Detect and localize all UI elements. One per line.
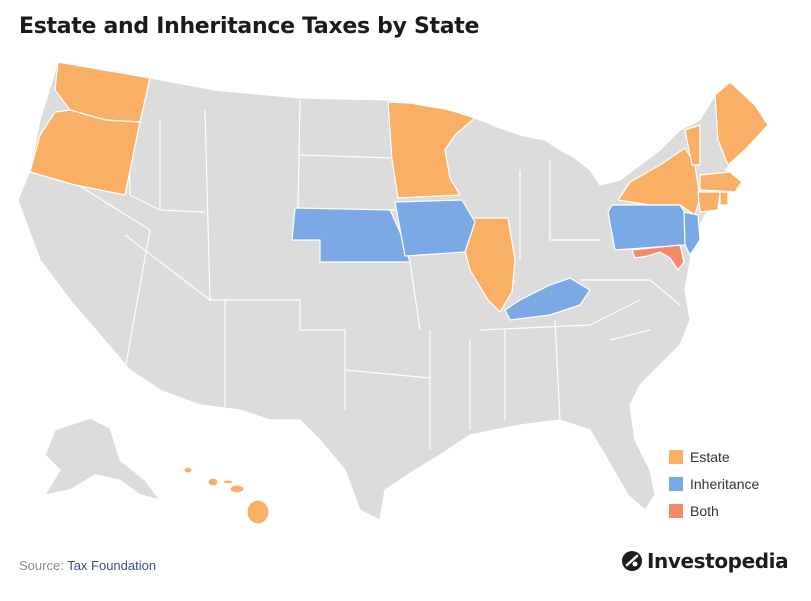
minnesota <box>387 101 476 199</box>
oregon <box>29 109 141 196</box>
massachusetts <box>699 171 743 193</box>
both-swatch <box>669 503 683 518</box>
investopedia-logo-icon <box>622 551 642 571</box>
inheritance-states <box>291 199 701 321</box>
source-note: Source: Tax Foundation <box>19 558 156 573</box>
pennsylvania <box>607 204 691 251</box>
base-states <box>17 61 769 521</box>
map-title: Estate and Inheritance Taxes by State <box>19 14 480 39</box>
maine <box>714 81 769 166</box>
alaska <box>44 417 161 501</box>
source-prefix: Source: <box>19 558 68 573</box>
both-states <box>631 244 685 271</box>
kauai <box>183 466 193 474</box>
estate-swatch <box>669 449 683 464</box>
legend-label: Estate <box>690 448 730 465</box>
molokai <box>222 479 234 485</box>
maui <box>229 484 245 494</box>
connecticut <box>697 191 721 213</box>
brand-name: Investopedia <box>647 549 789 573</box>
legend: Estate Inheritance Both <box>669 443 759 524</box>
source-link[interactable]: Tax Foundation <box>67 558 157 573</box>
kentucky <box>504 277 591 321</box>
legend-item-estate: Estate <box>669 443 759 470</box>
legend-item-inheritance: Inheritance <box>669 470 759 497</box>
brand-logo: Investopedia <box>621 549 789 573</box>
new-jersey <box>683 211 701 256</box>
inheritance-swatch <box>669 476 683 491</box>
rhode-island <box>719 191 729 206</box>
vermont <box>684 124 701 166</box>
legend-label: Both <box>690 502 719 519</box>
oahu <box>207 477 219 487</box>
maryland <box>631 244 685 271</box>
legend-label: Inheritance <box>690 475 760 492</box>
legend-item-both: Both <box>669 497 759 524</box>
hawaii-island <box>246 499 270 525</box>
nebraska <box>291 207 411 263</box>
continental-us-outline <box>17 61 769 521</box>
iowa <box>394 199 476 257</box>
